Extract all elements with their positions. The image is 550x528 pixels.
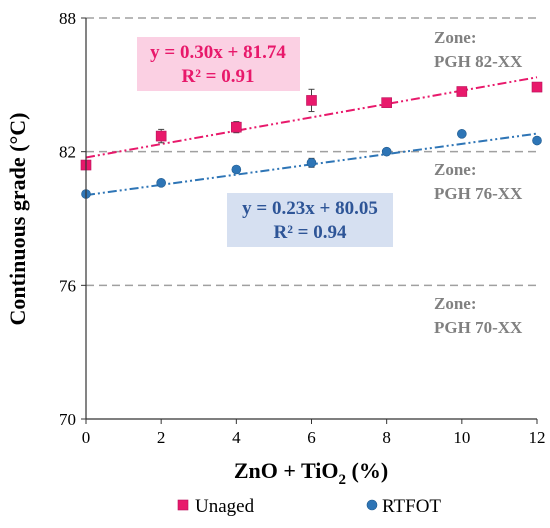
- x-tick-label: 12: [529, 428, 546, 447]
- x-axis-label: ZnO + TiO2 (%): [234, 458, 388, 488]
- zone-label-76-line2: PGH 76-XX: [434, 184, 523, 203]
- rtfot-point: [381, 146, 392, 157]
- unaged-point: [456, 86, 468, 97]
- y-tick-label: 82: [59, 143, 76, 162]
- y-tick-label: 70: [59, 410, 76, 429]
- rtfot-equation-box: [227, 193, 393, 247]
- unaged-point: [381, 97, 392, 108]
- x-axis-label-subscript: 2: [339, 472, 347, 488]
- legend: Unaged RTFOT: [177, 496, 441, 517]
- legend-rtfot-marker: [366, 499, 378, 511]
- x-tick-label: 8: [382, 428, 391, 447]
- unaged-point: [155, 130, 167, 142]
- x-tick-label: 4: [232, 428, 241, 447]
- rtfot-point: [457, 129, 467, 139]
- rtfot-point: [532, 135, 542, 146]
- rtfot-point: [231, 164, 242, 175]
- zone-label-82-line2: PGH 82-XX: [434, 52, 523, 71]
- legend-unaged-marker: [177, 499, 189, 511]
- unaged-point: [531, 81, 543, 93]
- unaged-r-squared: R² = 0.91: [182, 66, 255, 87]
- legend-unaged-label: Unaged: [195, 496, 255, 517]
- rtfot-r-squared: R² = 0.94: [274, 222, 347, 243]
- y-tick-label: 76: [59, 276, 76, 295]
- x-ticks: 0 2 4 6 8 10 12: [82, 419, 546, 447]
- zone-label-70-line2: PGH 70-XX: [434, 318, 523, 337]
- zone-lines: [86, 150, 537, 287]
- y-axis-label: Continuous grade (°C): [5, 113, 30, 326]
- zone-label-70-line1: Zone:: [434, 294, 477, 313]
- unaged-point: [231, 121, 242, 133]
- data-points: [80, 81, 543, 199]
- x-tick-label: 10: [453, 428, 470, 447]
- zone-label-76-line1: Zone:: [434, 160, 477, 179]
- x-tick-label: 2: [157, 428, 166, 447]
- zone-label-82-line1: Zone:: [434, 28, 477, 47]
- y-ticks: 70 76 82 88: [59, 9, 86, 429]
- unaged-equation-box: [137, 37, 300, 91]
- rtfot-equation: y = 0.23x + 80.05: [242, 198, 378, 219]
- rtfot-point: [156, 178, 166, 188]
- unaged-equation: y = 0.30x + 81.74: [150, 42, 286, 63]
- x-tick-label: 6: [307, 428, 316, 447]
- rtfot-point: [306, 158, 317, 168]
- y-tick-label: 88: [59, 9, 76, 28]
- unaged-point: [306, 95, 317, 106]
- x-tick-label: 0: [82, 428, 91, 447]
- legend-rtfot-label: RTFOT: [382, 496, 441, 517]
